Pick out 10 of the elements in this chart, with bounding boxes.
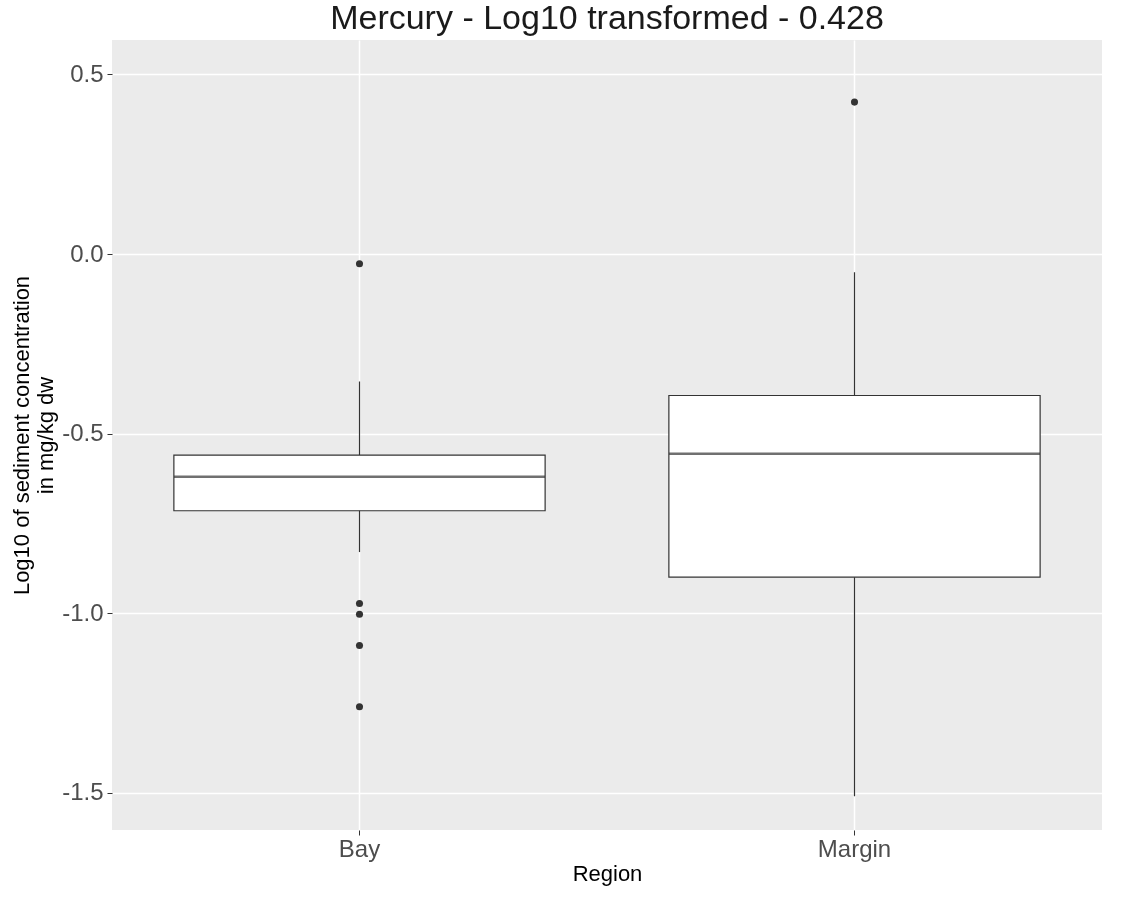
y-tick-label: -0.5 <box>62 419 104 447</box>
y-tick-label: -1.5 <box>62 778 104 806</box>
y-tick-label: 0.5 <box>70 59 104 87</box>
x-tick-label: Margin <box>817 834 892 862</box>
y-tick-label: -1.0 <box>62 598 104 626</box>
y-axis-title: Log10 of sediment concentration in mg/kg dw <box>9 275 59 596</box>
x-axis-title: Region <box>572 860 643 886</box>
chart-title: Mercury - Log10 transformed - 0.428 <box>330 0 884 36</box>
y-tick-label: 0.0 <box>70 239 104 267</box>
x-tick-label: Bay <box>338 834 381 862</box>
